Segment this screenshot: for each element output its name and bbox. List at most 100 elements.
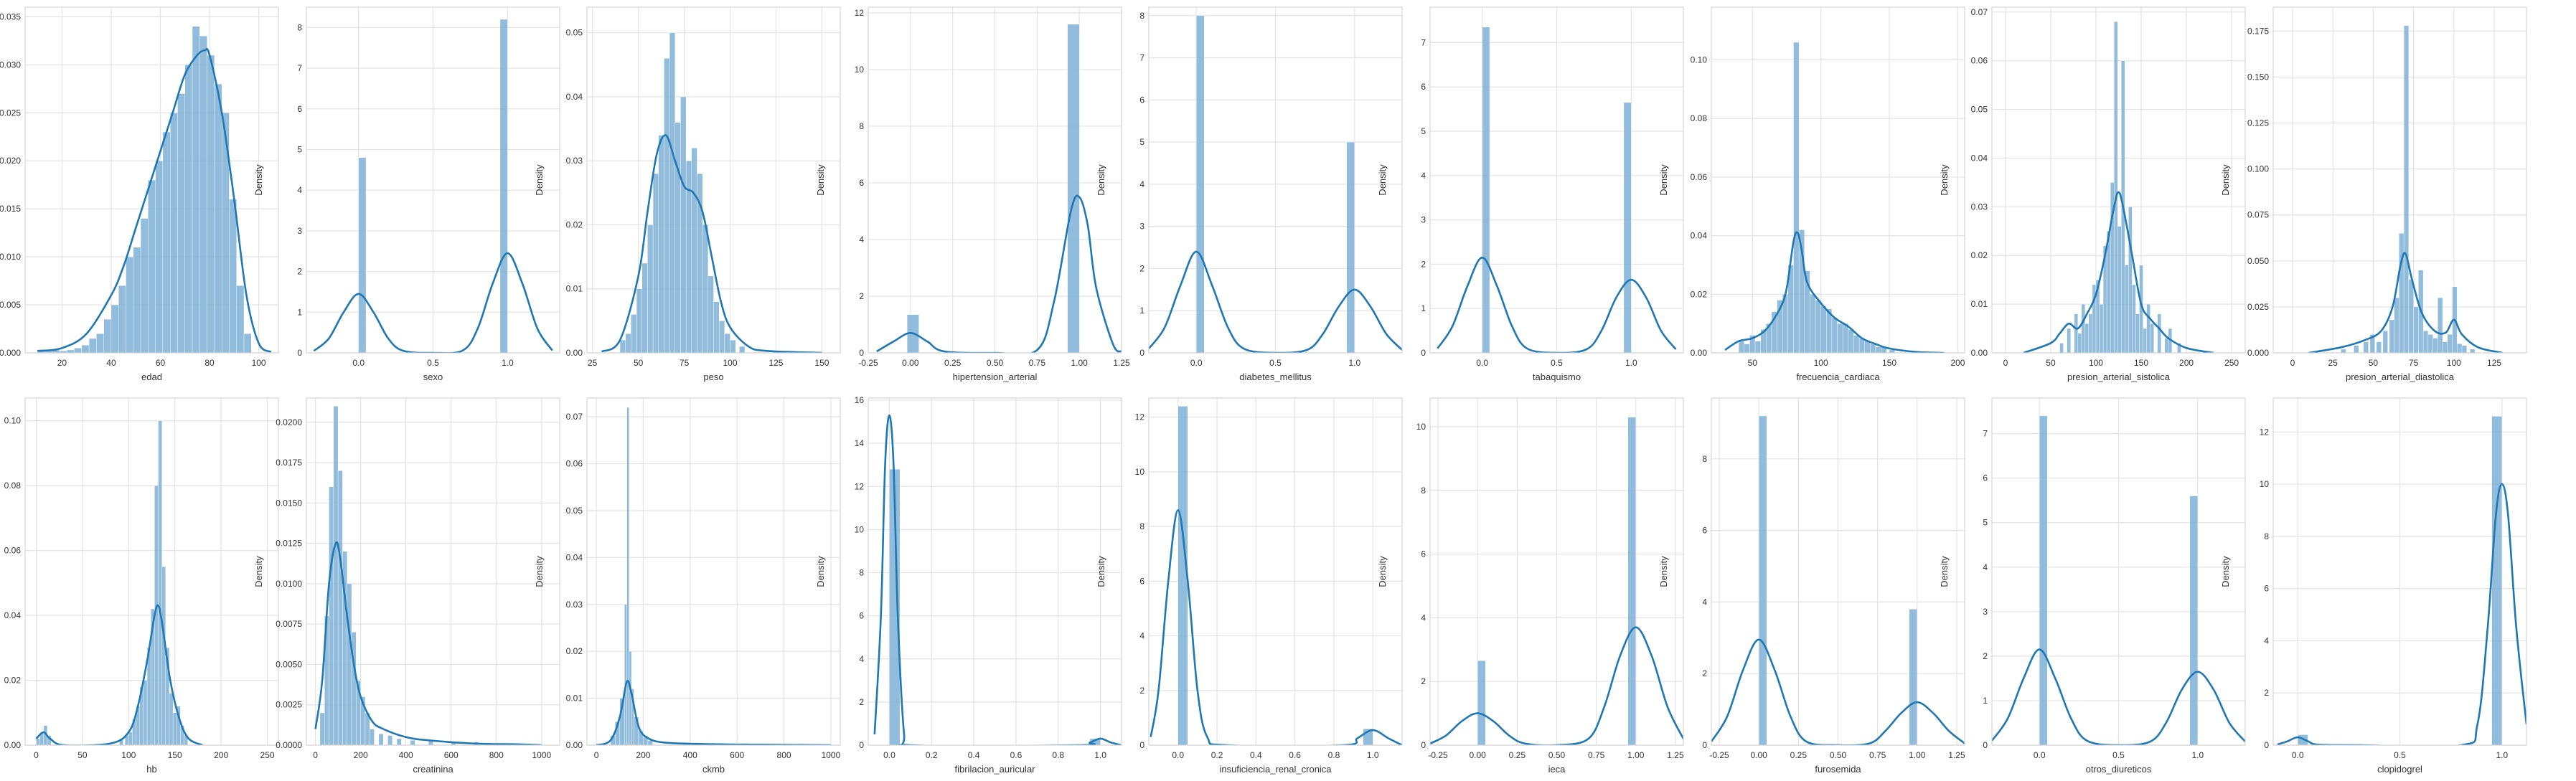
histogram-bar [1875,346,1881,353]
plot-frame [868,6,1122,354]
histogram-bar [1793,42,1800,353]
x-tick-label: 0.25 [1509,750,1526,760]
histogram-bar [2117,226,2122,353]
x-axis-label: otros_diureticos [2086,764,2152,775]
y-tick-label: 0 [1139,740,1144,750]
y-axis-label: Density [253,556,264,587]
x-tick-label: 400 [683,750,697,760]
x-tick-label: 0.0 [883,750,896,760]
histogram-bar [641,262,648,353]
histogram-bar [81,345,90,353]
y-axis-label: Density [815,556,826,587]
x-tick-label: 0 [34,750,39,760]
histogram-bar [155,161,164,353]
y-tick-label: 8 [1702,454,1707,464]
y-tick-label: 0.04 [1971,153,1988,163]
histogram-bar [2077,333,2082,353]
y-tick-label: 0 [2264,740,2269,750]
histogram-bar [2461,345,2468,353]
y-tick-label: 0.150 [2247,72,2269,82]
kde-line [1150,508,1402,745]
subplot-otros_diureticos: 0 1 2 3 4 5 6 7 0.0 0.5 1.0 otros_diureticos Density [1939,397,2246,775]
histogram-bar [2099,303,2104,353]
subplot-creatinina: 0.0000 0.0025 0.0050 0.0075 0.0100 0.0125 0.01… [253,397,560,775]
y-tick-label: 8 [2264,531,2269,541]
y-tick-label: 0.07 [1971,7,1988,17]
histogram-bar [708,275,714,353]
y-tick-label: 12 [855,8,865,18]
histogram-bar [148,179,156,353]
plot-frame [586,397,841,746]
histogram-bar [2150,323,2154,353]
x-tick-label: 60 [156,358,166,368]
y-tick-label: 0 [859,348,864,358]
y-tick-label: 0.015 [0,204,21,214]
plot-frame [1148,6,1403,354]
kde-line [1724,231,1945,353]
histogram-bar [2470,349,2476,353]
histogram-bar [214,83,222,353]
y-tick-label: 0 [297,348,302,358]
x-tick-label: 150 [814,358,829,368]
x-tick-label: 1.00 [1071,358,1088,368]
kde-line [2308,252,2503,353]
y-tick-label: 4 [1702,597,1707,607]
y-tick-label: 5 [297,144,302,154]
x-tick-label: 0 [313,750,318,760]
y-tick-label: 4 [1983,562,1988,572]
x-tick-label: 25 [588,358,598,368]
x-tick-label: 400 [399,750,413,760]
histogram-bar [2422,331,2429,353]
histogram-bar [624,604,627,745]
y-tick-label: 8 [1421,486,1426,496]
histogram-bar [410,740,415,745]
histogram-bar [74,348,83,353]
subplot-diabetes_mellitus: 0 1 2 3 4 5 6 7 8 0.0 0.5 1.0 diabetes_mellitus Densi… [1096,6,1403,382]
histogram-bar [2157,313,2161,353]
x-tick-label: 100 [1814,358,1828,368]
y-tick-label: 8 [859,121,864,131]
histogram-bar [713,301,720,353]
subplot-edad: 0.000 0.005 0.010 0.015 0.020 0.025 0.030 0.035… [0,6,279,382]
y-tick-label: 0.0125 [276,539,302,549]
x-tick-label: 50 [1748,358,1758,368]
y-tick-label: 7 [1983,429,1988,439]
histogram-bar [2382,331,2388,353]
x-tick-label: 0.2 [926,750,938,760]
y-tick-label: 0.0000 [276,740,302,750]
x-tick-label: 75 [680,358,690,368]
y-tick-label: 6 [297,104,302,114]
histogram-bar [184,65,193,353]
x-tick-label: 1000 [822,750,841,760]
x-tick-label: 125 [768,358,783,368]
y-tick-label: 0.00 [566,348,583,358]
histogram-bar [702,224,709,353]
y-axis-label: Density [1658,556,1669,587]
x-tick-label: 0.6 [1289,750,1301,760]
x-tick-label: 0.5 [427,358,439,368]
y-tick-label: 0 [1421,740,1426,750]
subplot-fibrilacion_auricular: 0 2 4 6 8 10 12 14 16 0.0 0.2 0.4 0.6 0.8 1.0 fibrilaci… [815,395,1122,775]
histogram-bar [1815,300,1821,353]
subplot-ckmb: 0.00 0.01 0.02 0.03 0.04 0.05 0.06 0.07 0 200 400 6… [534,397,841,775]
x-axis-label: frecuencia_cardiaca [1796,371,1880,382]
histogram-bar [647,224,654,353]
kde-line [873,414,1122,745]
plot-frame [1711,6,1965,354]
y-axis-label: Density [1377,556,1388,587]
x-tick-label: 0 [2003,358,2008,368]
y-tick-label: 5 [1983,518,1988,528]
histogram-bar [1909,609,1918,745]
histogram-bar [2438,297,2443,353]
x-tick-label: 0.00 [1751,750,1768,760]
y-tick-label: 0.020 [0,156,21,166]
histogram-bar [2427,334,2433,353]
y-tick-label: 8 [297,22,302,32]
plot-frame [2272,6,2527,354]
histogram-bar [169,693,174,745]
x-tick-label: 1.0 [1367,750,1379,760]
histogram-bar [329,486,334,745]
plot-frame [1991,6,2246,354]
x-tick-label: 100 [2447,358,2461,368]
